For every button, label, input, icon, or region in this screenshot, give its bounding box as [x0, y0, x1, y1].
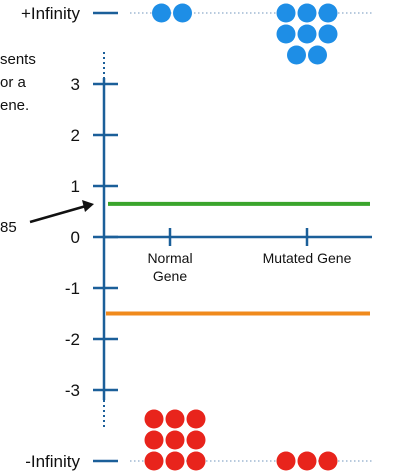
mutated-neg-infinity-point: [276, 451, 296, 471]
mutated-infinity-point: [318, 24, 338, 44]
x-category-label-normal: Normal: [147, 250, 192, 266]
mutated-infinity-point: [276, 3, 296, 23]
mutated-infinity-point: [297, 24, 317, 44]
y-tick-label: 2: [71, 126, 80, 145]
mutated-neg-infinity-point: [318, 451, 338, 471]
annotation-arrow: 85: [0, 200, 94, 236]
x-category-label-normal: Gene: [153, 268, 187, 284]
arrow-shaft: [29, 204, 87, 224]
top-infinity-label: +Infinity: [21, 4, 81, 23]
y-tick-label: -2: [65, 330, 80, 349]
mutated-infinity-point: [308, 45, 327, 65]
mutated-infinity-point: [287, 45, 306, 65]
normal-neg-infinity-point: [165, 409, 185, 429]
arrow-head: [82, 200, 94, 212]
x-category-label-mutated: Mutated Gene: [263, 250, 352, 266]
y-tick-label: 0: [71, 228, 80, 247]
normal-neg-infinity-point: [165, 430, 185, 450]
normal-neg-infinity-point: [144, 430, 164, 450]
y-tick-label: 1: [71, 177, 80, 196]
y-tick-label: -1: [65, 279, 80, 298]
mutated-infinity-point: [297, 3, 317, 23]
threshold-lines: [106, 201, 370, 316]
arrow-label: 85: [0, 219, 17, 236]
normal-neg-infinity-point: [144, 409, 164, 429]
x-axis: Normal Gene Mutated Gene: [104, 228, 372, 284]
normal-neg-infinity-point: [186, 451, 206, 471]
mutated-neg-infinity-point: [297, 451, 317, 471]
annotation-line-3: ene.: [0, 97, 30, 114]
data-points: [144, 3, 338, 471]
normal-neg-infinity-point: [144, 451, 164, 471]
normal-neg-infinity-point: [186, 409, 206, 429]
mutated-infinity-point: [276, 24, 296, 44]
normal-neg-infinity-point: [165, 451, 185, 471]
y-tick-label: -3: [65, 381, 80, 400]
annotation-line-1: sents: [0, 51, 36, 68]
normal-neg-infinity-point: [186, 430, 206, 450]
y-ticks: +Infinity -Infinity 3 2 1 0 -1 -2 -3: [21, 4, 118, 471]
normal-infinity-point: [173, 3, 192, 23]
bottom-infinity-label: -Infinity: [25, 452, 80, 471]
y-tick-label: 3: [71, 75, 80, 94]
normal-infinity-point: [152, 3, 171, 23]
mutated-infinity-point: [318, 3, 338, 23]
annotation-line-2: or a: [0, 74, 26, 91]
